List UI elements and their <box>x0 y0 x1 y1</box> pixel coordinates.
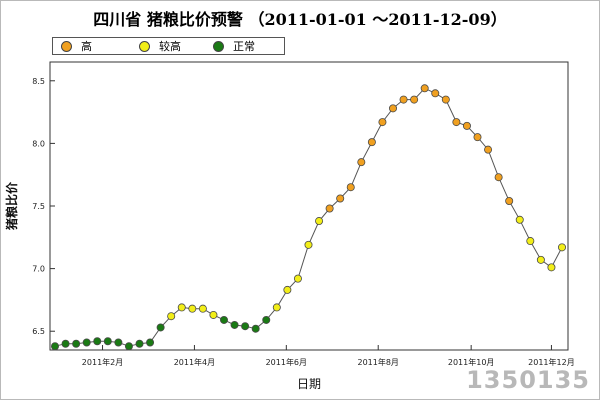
legend-dot-fairly-high <box>139 40 150 52</box>
data-point <box>536 255 545 264</box>
x-tick-label: 2011年4月 <box>174 357 215 367</box>
data-point <box>198 304 207 313</box>
plot-area <box>49 61 569 351</box>
data-point <box>230 320 239 329</box>
data-point <box>272 303 281 312</box>
data-point <box>410 95 419 104</box>
legend-item-normal: 正常 <box>213 39 255 53</box>
data-point <box>420 84 429 93</box>
data-point <box>114 338 123 347</box>
data-point <box>357 158 366 167</box>
data-point <box>167 312 176 321</box>
data-point <box>209 310 218 319</box>
data-point <box>547 263 556 272</box>
legend-label-high: 高 <box>81 40 92 53</box>
watermark: 1350135 <box>466 366 590 394</box>
legend-label-fairly-high: 较高 <box>159 40 181 53</box>
legend-dot-high <box>61 40 72 52</box>
data-point <box>388 104 397 113</box>
data-point <box>441 95 450 104</box>
data-point <box>177 303 186 312</box>
data-point <box>219 315 228 324</box>
legend-label-normal: 正常 <box>233 40 255 53</box>
data-point <box>93 337 102 346</box>
legend: 高 较高 正常 <box>52 37 285 55</box>
data-point <box>494 173 503 182</box>
legend-item-high: 高 <box>61 39 92 53</box>
data-point <box>124 342 133 351</box>
data-point <box>315 217 324 226</box>
x-tick-label: 2011年6月 <box>266 357 307 367</box>
data-point <box>399 95 408 104</box>
data-point <box>241 322 250 331</box>
data-point <box>515 215 524 224</box>
y-tick-label: 7.0 <box>32 265 45 274</box>
data-point <box>452 118 461 127</box>
data-point <box>82 338 91 347</box>
data-point <box>558 243 567 252</box>
x-axis-label: 日期 <box>297 377 321 391</box>
series-line <box>54 87 563 347</box>
legend-item-fairly-high: 较高 <box>139 39 181 53</box>
y-axis-label: 猪粮比价 <box>4 181 19 231</box>
y-tick-label: 8.5 <box>32 77 45 86</box>
data-point <box>346 183 355 192</box>
data-point <box>526 237 535 246</box>
x-tick-label: 2011年2月 <box>82 357 123 367</box>
y-tick-label: 6.5 <box>32 327 45 336</box>
data-point <box>61 339 70 348</box>
data-point <box>473 133 482 142</box>
data-point <box>378 118 387 127</box>
data-point <box>262 315 271 324</box>
data-point <box>103 337 112 346</box>
legend-dot-normal <box>213 40 224 52</box>
data-point <box>304 240 313 249</box>
data-point <box>283 285 292 294</box>
data-point <box>431 89 440 98</box>
data-point <box>72 339 81 348</box>
y-tick-label: 7.5 <box>32 202 45 211</box>
data-point <box>325 204 334 213</box>
x-tick-label: 2011年8月 <box>357 357 398 367</box>
x-tick-label: 2011年10月 <box>448 357 495 367</box>
data-point <box>251 324 260 333</box>
y-tick-label: 8.0 <box>32 139 45 148</box>
data-point <box>462 121 471 130</box>
x-tick-label: 2011年12月 <box>528 357 575 367</box>
chart-title: 四川省 猪粮比价预警 （2011-01-01 ～2011-12-09） <box>93 10 507 29</box>
data-point <box>188 304 197 313</box>
data-point <box>505 196 514 205</box>
data-point <box>367 138 376 147</box>
data-point <box>484 145 493 154</box>
data-point <box>146 338 155 347</box>
data-point <box>51 342 60 351</box>
data-point <box>293 274 302 283</box>
data-point <box>135 339 144 348</box>
data-point <box>156 323 165 332</box>
data-point <box>336 194 345 203</box>
